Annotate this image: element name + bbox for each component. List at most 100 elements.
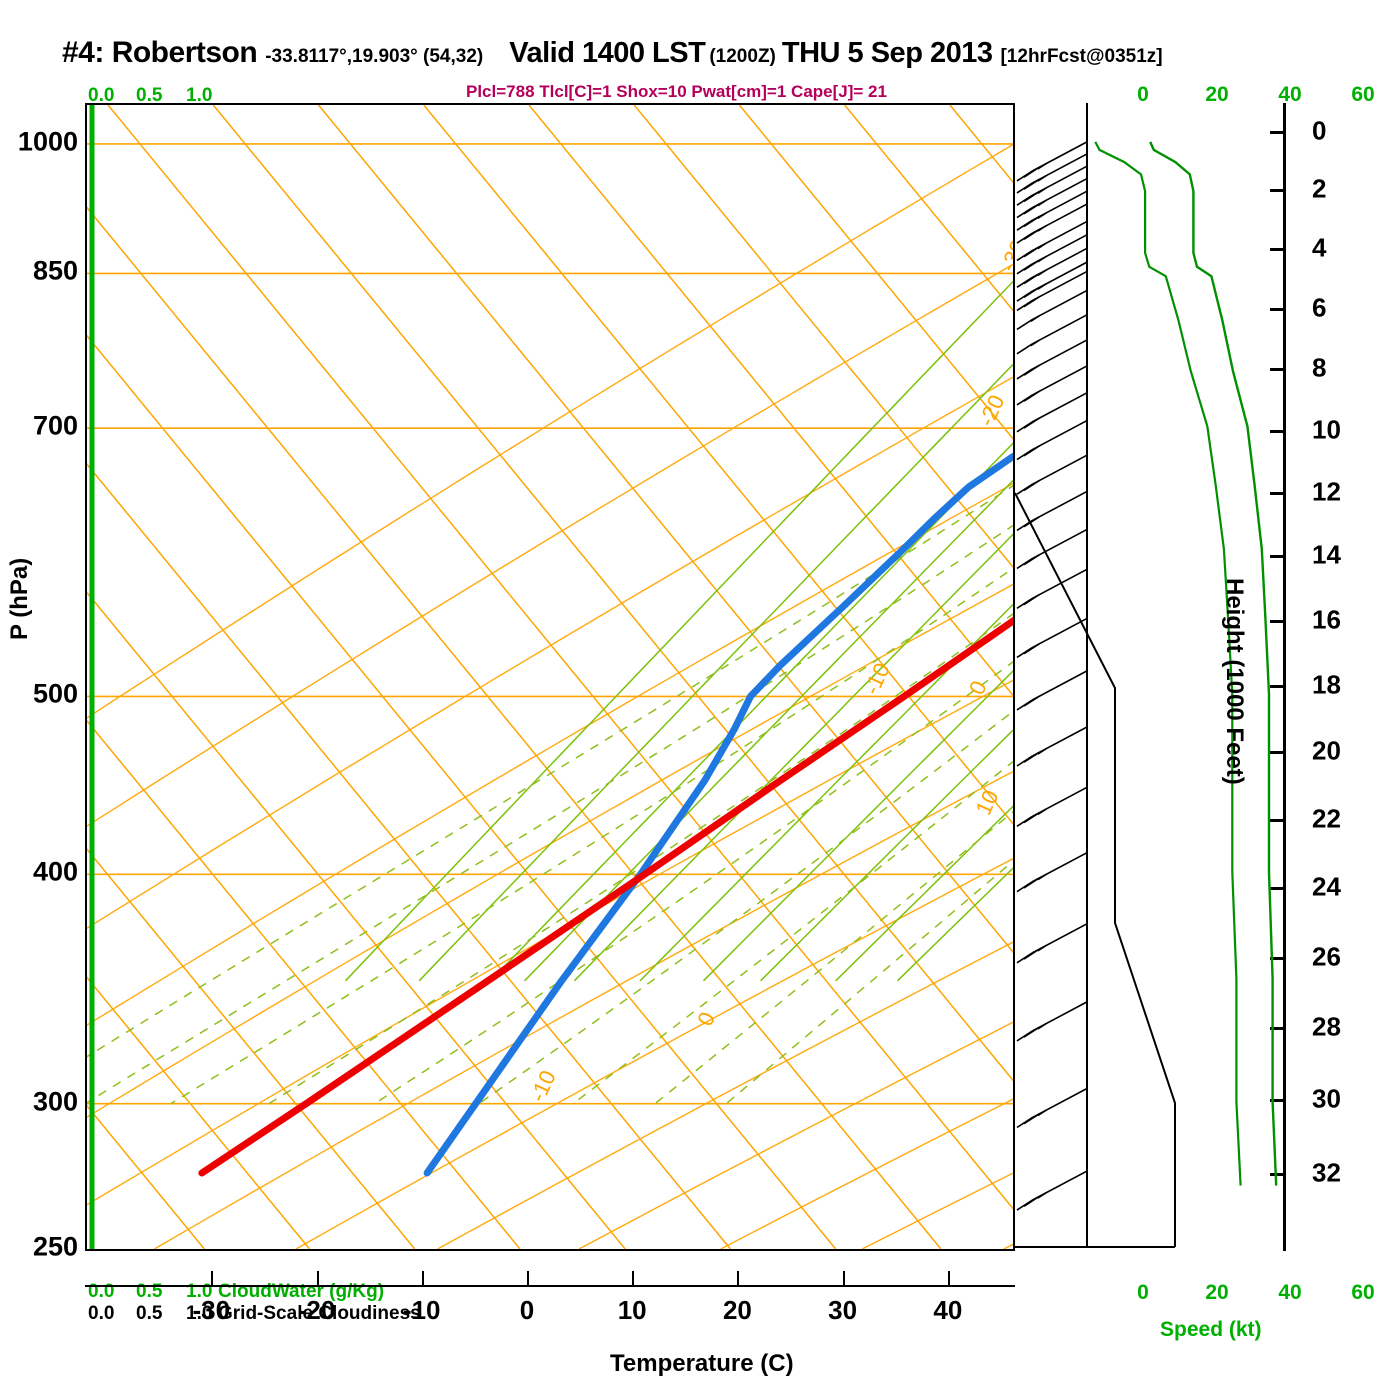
- wind-panel-edge: [1015, 492, 1176, 1247]
- speed-profile-line: [1094, 141, 1242, 1186]
- isotherm-line--100: [87, 848, 416, 1249]
- dry-adiabat-180: [861, 1172, 1013, 1249]
- pressure-tick-300: 300: [32, 1086, 78, 1117]
- height-tick-8: 8: [1312, 352, 1327, 383]
- height-tick-24: 24: [1312, 871, 1341, 902]
- temperature-tick-mark-20: [737, 1271, 740, 1285]
- wind-barb-780: [1016, 339, 1088, 380]
- isotherm-line--90: [87, 719, 521, 1249]
- wind-barb-705: [1016, 419, 1088, 461]
- speed-tick-20-bottom: 20: [1205, 1281, 1229, 1304]
- wind-barb-445: [1016, 786, 1088, 828]
- isotherm-line--110: [87, 976, 311, 1249]
- height-tick-mark-6: [1270, 307, 1285, 311]
- height-tick-mark-12: [1270, 492, 1285, 496]
- temperature-tick--30: -30: [192, 1295, 231, 1325]
- wind-barb-515: [1016, 670, 1088, 711]
- wind-barb-340: [1016, 1001, 1088, 1042]
- station-name: #4: Robertson: [62, 36, 258, 69]
- dry-adiabat-100: [295, 857, 1013, 1249]
- height-tick-32: 32: [1312, 1157, 1341, 1187]
- temperature-tick-30: 30: [828, 1295, 858, 1325]
- forecast-tag: [12hrFcst@0351z]: [1000, 46, 1163, 67]
- wind-barb-645: [1016, 490, 1088, 532]
- sounding-parameters: Plcl=788 Tlcl[C]=1 Shox=10 Pwat[cm]=1 Ca…: [466, 82, 887, 101]
- temperature-axis-title: Temperature (C): [610, 1350, 794, 1377]
- temperature-tick--20: -20: [297, 1295, 336, 1325]
- height-tick-mark-4: [1270, 248, 1285, 252]
- wind-barb-875: [1016, 247, 1088, 289]
- dry-adiabat-80: [154, 770, 1013, 1249]
- pressure-axis-title: P (hPa): [6, 557, 33, 640]
- valid-date: THU 5 Sep 2013: [781, 37, 993, 69]
- isotherm-line--30: [212, 105, 1013, 1082]
- height-tick-10: 10: [1312, 414, 1341, 445]
- height-tick-mark-18: [1270, 684, 1285, 688]
- speed-tick-40-top: 40: [1278, 83, 1302, 106]
- temperature-tick-mark-30: [842, 1271, 845, 1285]
- wind-barb-585: [1016, 568, 1088, 609]
- cloudiness-tick-bottom-0: 0.0: [88, 1303, 115, 1324]
- height-tick-18: 18: [1312, 669, 1341, 700]
- temperature-tick-10: 10: [617, 1295, 647, 1325]
- cloudwater-tick-1: 0.5: [136, 85, 163, 106]
- wind-barb-550: [1016, 617, 1088, 659]
- mixing-ratio-line-30: [896, 867, 1013, 982]
- height-tick-20: 20: [1312, 735, 1341, 766]
- temperature-tick-20: 20: [722, 1295, 752, 1325]
- isotherm-line-30: [844, 105, 1013, 312]
- wind-barb-730: [1016, 392, 1088, 433]
- mixing-ratio-line-20: [835, 805, 1013, 982]
- isotherm-label-left--30: -30: [995, 236, 1013, 275]
- isotherm-line--60: [87, 334, 837, 1249]
- cloudiness-tick-bottom-2: 1.0: [186, 1303, 213, 1324]
- height-tick-mark-8: [1270, 368, 1285, 372]
- wind-barb-905: [1016, 220, 1088, 262]
- wind-barb-1000: [1016, 141, 1088, 182]
- cloudwater-tick-2: 1.0: [186, 85, 213, 106]
- wind-barb-275: [1016, 1170, 1088, 1211]
- dry-adiabat-40: [87, 583, 1013, 1118]
- saturated-adiabat-12: [87, 524, 1013, 1104]
- dry-adiabat--20: [87, 263, 1013, 827]
- height-tick-mark-28: [1270, 1027, 1285, 1031]
- wind-barb-925: [1016, 203, 1088, 244]
- dry-adiabat-160: [720, 1098, 1013, 1249]
- skewt-plot-area[interactable]: -100-10-20-300102030: [85, 103, 1015, 1251]
- dry-adiabat-60: [87, 679, 1013, 1206]
- height-tick-mark-24: [1270, 886, 1285, 890]
- temperature-tick-mark-40: [947, 1271, 950, 1285]
- dry-adiabat--40: [87, 143, 1013, 719]
- height-tick-mark-14: [1270, 555, 1285, 559]
- temperature-axis: [85, 1271, 1015, 1287]
- cloudiness-axis-title: Grid-Scale Cloudiness: [218, 1303, 421, 1324]
- height-tick-6: 6: [1312, 292, 1327, 323]
- isotherm-line--120: [87, 1104, 205, 1249]
- wind-barb-480: [1016, 726, 1088, 767]
- speed-tick-60-top: 60: [1351, 83, 1375, 106]
- pressure-tick-400: 400: [32, 856, 78, 887]
- wind-barb-305: [1016, 1087, 1088, 1129]
- pressure-tick-700: 700: [32, 410, 78, 441]
- cloudwater-tick-0: 0.0: [88, 85, 115, 106]
- speed-tick-0-top: 0: [1137, 83, 1149, 106]
- wind-barb-955: [1016, 177, 1088, 219]
- height-tick-mark-2: [1270, 189, 1285, 193]
- valid-time-zulu: (1200Z): [709, 46, 776, 67]
- isotherm-line--80: [87, 591, 626, 1249]
- wind-barb-940: [1016, 190, 1088, 231]
- height-tick-mark-0: [1270, 131, 1285, 135]
- height-tick-22: 22: [1312, 803, 1341, 834]
- height-tick-mark-30: [1270, 1099, 1285, 1103]
- mixing-ratio-line-2: [524, 479, 1013, 982]
- saturated-adiabat-8: [87, 484, 1013, 1058]
- wind-barb-860: [1016, 261, 1088, 302]
- wind-barb-755: [1016, 365, 1088, 406]
- isotherm-label-left--10: -10: [525, 1066, 561, 1105]
- cloudiness-tick-bottom-1: 0.5: [136, 1303, 163, 1324]
- height-tick-mark-22: [1270, 818, 1285, 822]
- wind-barb-615: [1016, 528, 1088, 570]
- dry-adiabat-200: [1003, 1243, 1013, 1249]
- height-tick-14: 14: [1312, 539, 1341, 570]
- height-tick-2: 2: [1312, 173, 1327, 204]
